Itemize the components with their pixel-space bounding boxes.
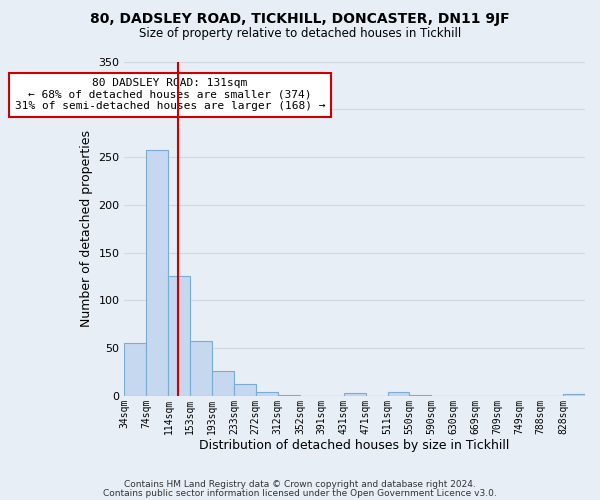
Bar [344, 393, 365, 396]
Y-axis label: Number of detached properties: Number of detached properties [80, 130, 93, 327]
Bar [278, 395, 300, 396]
Bar [212, 371, 234, 396]
Bar [563, 394, 585, 396]
Bar [409, 395, 431, 396]
Text: 80 DADSLEY ROAD: 131sqm
← 68% of detached houses are smaller (374)
31% of semi-d: 80 DADSLEY ROAD: 131sqm ← 68% of detache… [14, 78, 325, 112]
Bar [124, 344, 146, 396]
Text: Contains HM Land Registry data © Crown copyright and database right 2024.: Contains HM Land Registry data © Crown c… [124, 480, 476, 489]
Bar [169, 276, 190, 396]
X-axis label: Distribution of detached houses by size in Tickhill: Distribution of detached houses by size … [199, 440, 510, 452]
Bar [146, 150, 169, 396]
Bar [388, 392, 409, 396]
Bar [190, 342, 212, 396]
Bar [256, 392, 278, 396]
Text: 80, DADSLEY ROAD, TICKHILL, DONCASTER, DN11 9JF: 80, DADSLEY ROAD, TICKHILL, DONCASTER, D… [90, 12, 510, 26]
Text: Size of property relative to detached houses in Tickhill: Size of property relative to detached ho… [139, 28, 461, 40]
Bar [234, 384, 256, 396]
Text: Contains public sector information licensed under the Open Government Licence v3: Contains public sector information licen… [103, 488, 497, 498]
